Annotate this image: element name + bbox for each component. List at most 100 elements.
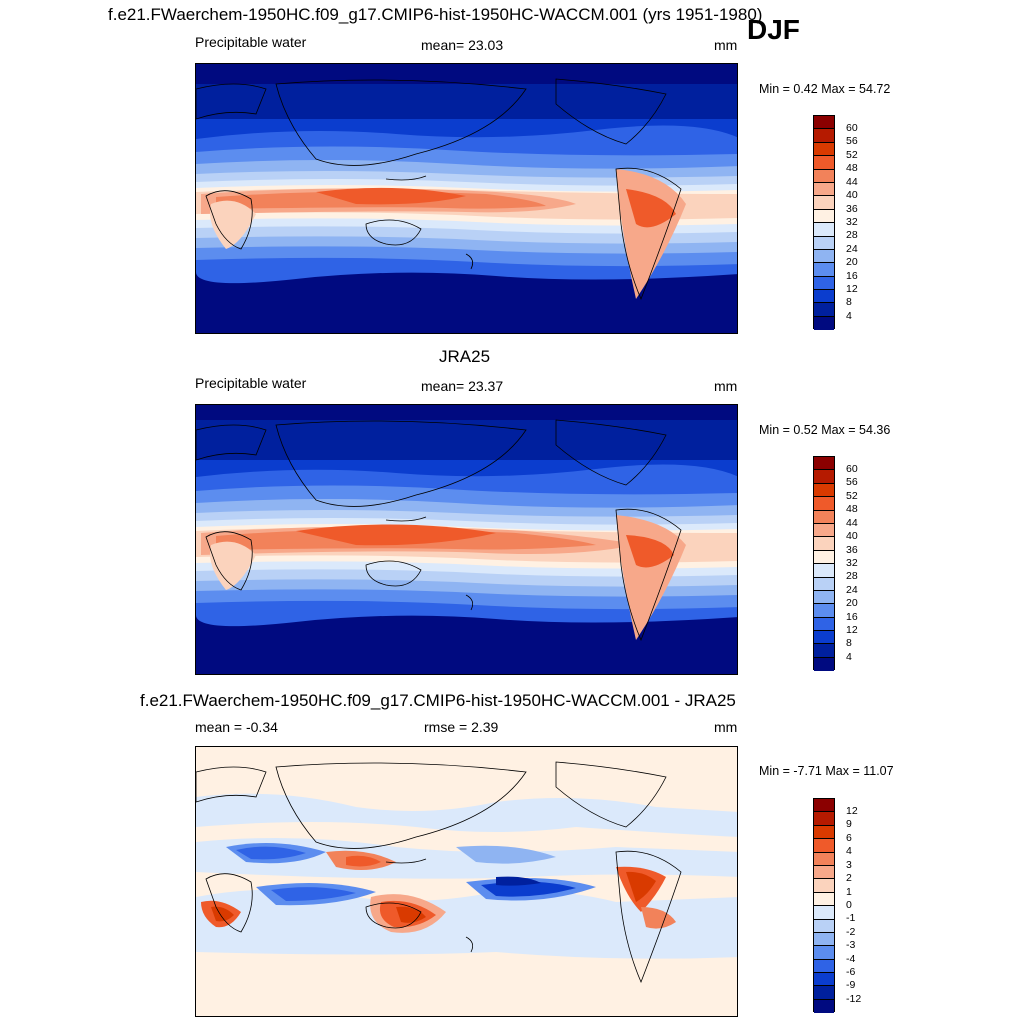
colorbar-tick-label: 60	[846, 122, 858, 134]
panel1-colorbar-swatch	[814, 142, 834, 157]
colorbar-tick-label: 32	[846, 216, 858, 228]
panel1-title: f.e21.FWaerchem-1950HC.f09_g17.CMIP6-his…	[108, 5, 763, 24]
colorbar-tick-label: 4	[846, 845, 852, 857]
panel2-colorbar-swatch	[814, 644, 834, 658]
panel3-colorbar-swatch	[814, 892, 834, 907]
panel1-mean-label: mean= 23.03	[421, 37, 504, 53]
colorbar-tick-label: 36	[846, 544, 858, 556]
panel2-colorbar-swatch	[814, 470, 834, 484]
panel2-colorbar-swatch	[814, 550, 834, 565]
colorbar-tick-label: 56	[846, 135, 858, 147]
colorbar-tick-label: 2	[846, 872, 852, 884]
panel1-colorbar-swatch	[814, 169, 834, 183]
panel3-colorbar-swatch	[814, 919, 834, 933]
panel2-units-label: mm	[714, 378, 738, 394]
panel3-colorbar-swatch	[814, 906, 834, 920]
colorbar-tick-label: 56	[846, 476, 858, 488]
colorbar-tick-label: 28	[846, 229, 858, 241]
panel2-colorbar-swatch	[814, 483, 834, 498]
colorbar-tick-label: 16	[846, 611, 858, 623]
panel3-map	[195, 746, 738, 1017]
panel3-colorbar-swatch	[814, 799, 834, 813]
panel1-colorbar-swatch	[814, 303, 834, 317]
panel1-map	[195, 63, 738, 334]
colorbar-tick-label: -2	[846, 926, 856, 938]
panel2-colorbar-swatch	[814, 457, 834, 471]
panel3-colorbar-swatch	[814, 812, 834, 826]
panel2-contour-field	[196, 405, 737, 674]
colorbar-tick-label: 8	[846, 296, 852, 308]
colorbar-tick-label: 44	[846, 517, 858, 529]
colorbar-tick-label: 9	[846, 818, 852, 830]
panel1-colorbar-swatch	[814, 249, 834, 264]
panel3-colorbar-swatch	[814, 959, 834, 974]
colorbar-tick-label: 48	[846, 162, 858, 174]
panel1-variable-label: Precipitable water	[195, 34, 307, 50]
panel2-colorbar-swatch	[814, 617, 834, 632]
colorbar-tick-label: -12	[846, 993, 862, 1005]
season-label: DJF	[747, 14, 800, 45]
colorbar-tick-label: 40	[846, 189, 858, 201]
colorbar-tick-label: -3	[846, 939, 856, 951]
panel3-colorbar	[813, 798, 835, 1014]
colorbar-tick-label: 3	[846, 859, 852, 871]
colorbar-tick-label: 44	[846, 176, 858, 188]
panel3-title: f.e21.FWaerchem-1950HC.f09_g17.CMIP6-his…	[140, 691, 736, 710]
colorbar-tick-label: 6	[846, 832, 852, 844]
colorbar-tick-label: 12	[846, 283, 858, 295]
colorbar-tick-label: 16	[846, 270, 858, 282]
panel3-colorbar-swatch	[814, 932, 834, 947]
panel2-variable-label: Precipitable water	[195, 375, 307, 391]
colorbar-tick-label: 24	[846, 584, 858, 596]
panel1-minmax-label: Min = 0.42 Max = 54.72	[759, 82, 891, 96]
panel2-colorbar-swatch	[814, 657, 834, 672]
panel3-colorbar-swatch	[814, 825, 834, 840]
colorbar-tick-label: 52	[846, 490, 858, 502]
panel3-colorbar-swatch	[814, 946, 834, 960]
panel1-colorbar-swatch	[814, 223, 834, 237]
panel2-minmax-label: Min = 0.52 Max = 54.36	[759, 423, 891, 437]
colorbar-tick-label: 12	[846, 624, 858, 636]
panel1-colorbar-swatch	[814, 156, 834, 170]
panel3-colorbar-swatch	[814, 973, 834, 987]
panel1-colorbar-swatch	[814, 316, 834, 331]
panel3-mean-label: mean = -0.34	[195, 719, 278, 735]
colorbar-tick-label: 60	[846, 463, 858, 475]
panel1-units-label: mm	[714, 37, 738, 53]
panel2-colorbar-swatch	[814, 564, 834, 578]
colorbar-tick-label: 52	[846, 149, 858, 161]
colorbar-tick-label: 24	[846, 243, 858, 255]
panel2-map	[195, 404, 738, 675]
panel3-colorbar-swatch	[814, 999, 834, 1014]
panel3-rmse-label: rmse = 2.39	[424, 719, 499, 735]
panel2-mean-label: mean= 23.37	[421, 378, 504, 394]
colorbar-tick-label: -1	[846, 912, 856, 924]
panel2-colorbar-swatch	[814, 537, 834, 551]
colorbar-tick-label: 12	[846, 805, 858, 817]
colorbar-tick-label: 0	[846, 899, 852, 911]
panel3-units-label: mm	[714, 719, 738, 735]
panel2-colorbar-swatch	[814, 577, 834, 591]
panel3-colorbar-swatch	[814, 879, 834, 893]
panel1-colorbar-swatch	[814, 116, 834, 130]
colorbar-tick-label: 1	[846, 886, 852, 898]
colorbar-tick-label: 4	[846, 651, 852, 663]
panel3-colorbar-swatch	[814, 852, 834, 866]
panel1-colorbar-swatch	[814, 196, 834, 210]
panel3-colorbar-swatch	[814, 986, 834, 1000]
panel1-colorbar-swatch	[814, 129, 834, 143]
panel1-colorbar-swatch	[814, 209, 834, 224]
colorbar-tick-label: 8	[846, 637, 852, 649]
panel1-colorbar-swatch	[814, 236, 834, 250]
colorbar-tick-label: 28	[846, 570, 858, 582]
panel2-colorbar-swatch	[814, 523, 834, 538]
colorbar-tick-label: 4	[846, 310, 852, 322]
colorbar-tick-label: 20	[846, 256, 858, 268]
colorbar-tick-label: 36	[846, 203, 858, 215]
panel2-colorbar-swatch	[814, 510, 834, 524]
panel1-colorbar-swatch	[814, 276, 834, 291]
panel1-colorbar-swatch	[814, 182, 834, 197]
panel2-colorbar-swatch	[814, 590, 834, 605]
colorbar-tick-label: -4	[846, 953, 856, 965]
panel2-colorbar-swatch	[814, 604, 834, 618]
